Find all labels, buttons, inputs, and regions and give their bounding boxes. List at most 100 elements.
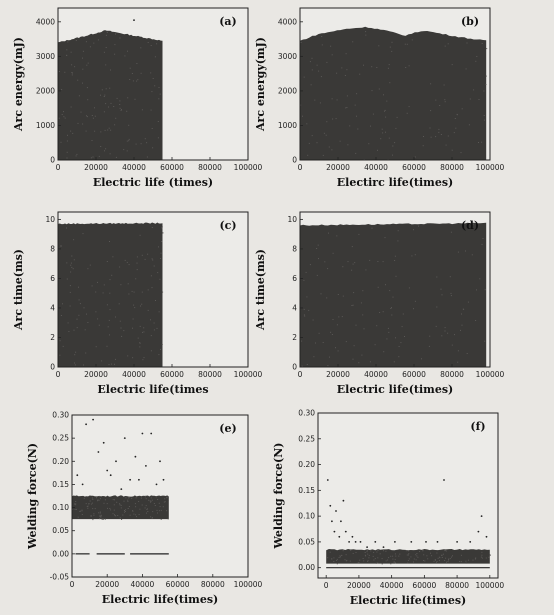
data-point (119, 517, 121, 519)
data-point (336, 72, 338, 74)
data-point (88, 503, 90, 505)
data-point (73, 239, 75, 241)
data-point (378, 45, 380, 47)
data-point (389, 82, 391, 84)
x-axis-label: Electirc life(times) (337, 176, 453, 189)
data-point (392, 296, 394, 298)
x-tick-label: 20000 (347, 581, 371, 590)
data-point (327, 365, 329, 367)
y-tick-label: 0 (50, 363, 55, 372)
y-tick-label: 10 (45, 215, 55, 224)
x-tick-label: 80000 (198, 370, 222, 379)
x-tick-label: 20000 (84, 370, 108, 379)
data-point (92, 498, 94, 500)
data-point (407, 550, 409, 552)
data-point (106, 304, 108, 306)
data-point (312, 319, 314, 321)
data-point (98, 155, 100, 157)
data-point (140, 497, 142, 499)
data-point (157, 121, 159, 122)
data-point (107, 326, 109, 328)
data-point (419, 551, 421, 552)
data-point (327, 557, 329, 559)
data-band (58, 222, 163, 367)
data-point (145, 498, 147, 500)
data-point (311, 57, 313, 59)
data-point (63, 111, 64, 113)
data-point (383, 351, 385, 353)
data-point (160, 252, 162, 254)
data-point (79, 510, 81, 512)
outlier-point (480, 515, 483, 517)
data-point (355, 552, 357, 553)
data-point (64, 117, 66, 119)
x-tick-label: 80000 (440, 163, 464, 172)
data-point (300, 42, 302, 43)
data-point (103, 111, 105, 113)
data-point (136, 256, 138, 258)
data-point (329, 356, 330, 358)
data-point (150, 500, 152, 502)
data-point (147, 511, 149, 512)
data-point (445, 144, 447, 146)
data-point (361, 354, 363, 356)
y-tick-label: 8 (50, 244, 55, 253)
data-point (438, 131, 440, 133)
data-point (77, 79, 79, 81)
data-point (401, 326, 403, 328)
data-point (319, 102, 321, 104)
data-point (129, 67, 131, 69)
data-point (465, 560, 467, 562)
data-point (132, 510, 134, 512)
data-point (481, 554, 483, 556)
data-point (85, 503, 87, 505)
data-point (103, 51, 105, 53)
data-point (393, 550, 395, 552)
data-point (104, 94, 106, 96)
data-point (146, 512, 147, 514)
data-point (105, 88, 107, 90)
data-point (325, 134, 327, 136)
data-point (112, 513, 114, 515)
data-point (333, 557, 335, 559)
data-point (91, 497, 93, 499)
data-point (81, 514, 83, 515)
data-point (96, 497, 97, 499)
data-point (451, 149, 453, 151)
data-point (317, 244, 319, 246)
x-tick-label: 0 (70, 580, 75, 589)
outlier-point (76, 474, 79, 477)
data-point (139, 325, 141, 327)
data-point (92, 508, 94, 510)
outlier-point (342, 499, 345, 502)
data-point (489, 555, 491, 556)
data-point (112, 256, 114, 258)
data-point (147, 289, 149, 291)
data-point (85, 496, 87, 498)
data-point (337, 350, 339, 352)
data-point (150, 335, 152, 337)
data-point (480, 556, 482, 558)
data-point (155, 300, 156, 301)
data-point (141, 109, 143, 111)
data-point (339, 140, 341, 142)
x-tick-label: 60000 (412, 581, 436, 590)
data-point (92, 519, 94, 521)
data-point (386, 100, 388, 102)
y-axis-label: Arc energy(mJ) (254, 37, 267, 132)
data-point (85, 352, 87, 354)
data-point (73, 329, 75, 331)
data-point (392, 154, 393, 156)
x-tick-label: 60000 (166, 580, 190, 589)
data-point (94, 508, 96, 510)
data-point (316, 64, 318, 66)
data-point (81, 509, 83, 511)
data-point (143, 327, 145, 329)
data-point (377, 562, 379, 564)
data-point (126, 110, 128, 112)
y-tick-label: 6 (50, 274, 55, 283)
data-point (390, 563, 392, 565)
data-point (111, 363, 113, 365)
data-point (127, 508, 129, 509)
data-point (106, 261, 108, 262)
